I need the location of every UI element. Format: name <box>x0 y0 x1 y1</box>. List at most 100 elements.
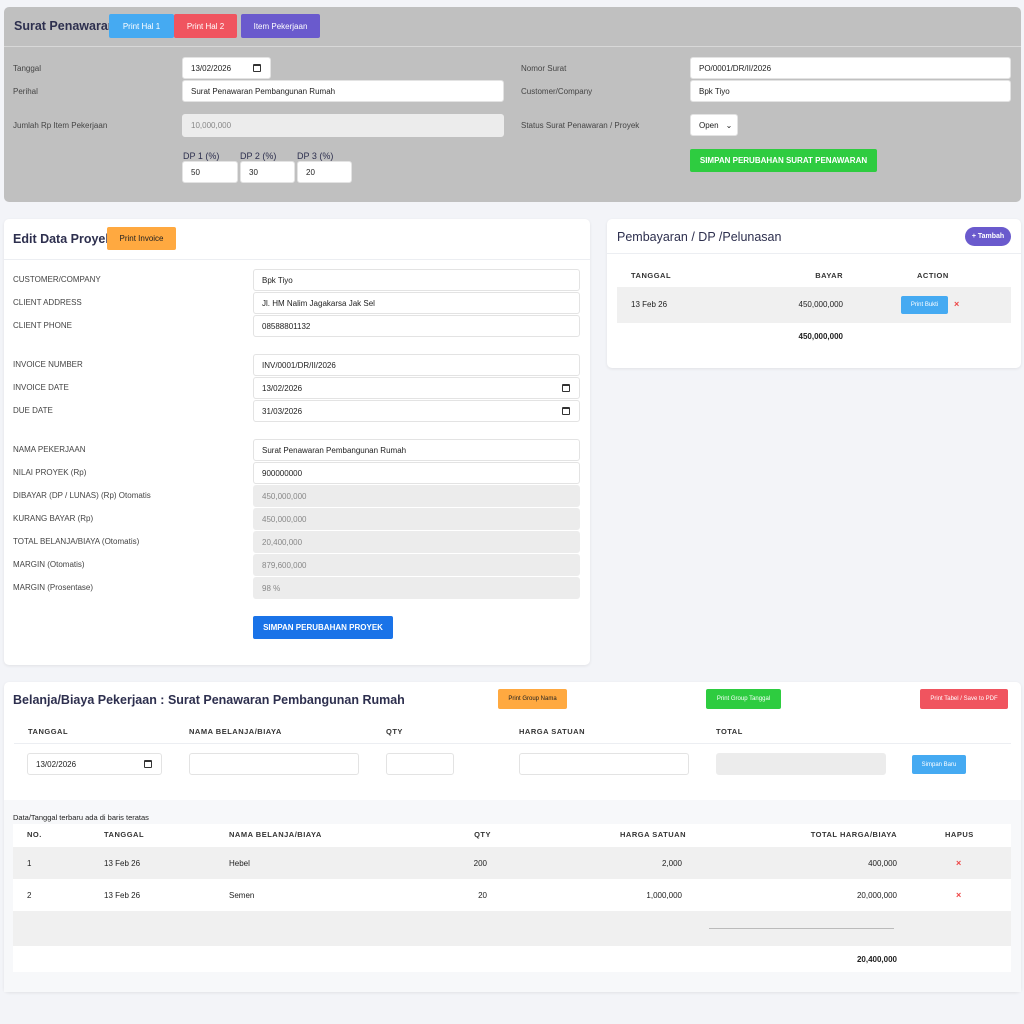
field-label: DIBAYAR (DP / LUNAS) (Rp) Otomatis <box>13 491 151 500</box>
expense-note: Data/Tanggal terbaru ada di baris terata… <box>13 813 149 822</box>
field-label: KURANG BAYAR (Rp) <box>13 514 94 523</box>
field-input[interactable]: INV/0001/DR/II/2026 <box>253 354 580 376</box>
item-pekerjaan-button[interactable]: Item Pekerjaan <box>241 14 320 38</box>
form-col-harga: HARGA SATUAN <box>519 727 585 736</box>
field-input[interactable]: Bpk Tiyo <box>253 269 580 291</box>
dp1-label: DP 1 (%) <box>183 151 220 161</box>
row-harga: 2,000 <box>661 859 682 868</box>
payment-title: Pembayaran / DP /Pelunasan <box>617 230 782 244</box>
status-value: Open <box>699 120 719 130</box>
nomor-input[interactable]: PO/0001/DR/II/2026 <box>690 57 1011 79</box>
field-value: 450,000,000 <box>262 514 307 524</box>
field-value: INV/0001/DR/II/2026 <box>262 360 336 370</box>
form-date-input[interactable]: 13/02/2026 <box>27 753 162 775</box>
field-value: 13/02/2026 <box>262 383 303 393</box>
field-label: TOTAL BELANJA/BIAYA (Otomatis) <box>13 537 140 546</box>
tanggal-input[interactable]: 13/02/2026 <box>182 57 271 79</box>
col-tanggal: TANGGAL <box>104 830 145 839</box>
calendar-icon[interactable] <box>144 760 152 768</box>
print-hal-2-button[interactable]: Print Hal 2 <box>174 14 237 38</box>
form-nama-input[interactable] <box>189 753 359 775</box>
customer-input[interactable]: Bpk Tiyo <box>690 80 1011 102</box>
dp3-input[interactable]: 20 <box>297 161 352 183</box>
col-no: NO. <box>27 830 42 839</box>
status-select[interactable]: Open ⌄ <box>690 114 738 136</box>
row-no: 2 <box>27 891 32 900</box>
col-hapus: HAPUS <box>945 830 974 839</box>
form-col-total: TOTAL <box>716 727 743 736</box>
field-label: MARGIN (Prosentase) <box>13 583 94 592</box>
table-row: 1 13 Feb 26 Hebel 200 2,000 400,000 × <box>13 847 1011 879</box>
tanggal-label: Tanggal <box>13 64 42 73</box>
offer-panel: Surat Penawaran Print Hal 1 Print Hal 2 … <box>4 7 1021 202</box>
row-qty: 20 <box>478 891 487 900</box>
field-label: INVOICE DATE <box>13 383 69 392</box>
form-harga-input[interactable] <box>519 753 689 775</box>
row-total: 20,000,000 <box>856 891 897 900</box>
customer-label: Customer/Company <box>521 87 593 96</box>
form-col-qty: QTY <box>386 727 403 736</box>
calendar-icon[interactable] <box>253 64 261 72</box>
field-input: 98 % <box>253 577 580 599</box>
row-no: 1 <box>27 859 32 868</box>
table-row: 2 13 Feb 26 Semen 20 1,000,000 20,000,00… <box>13 879 1011 911</box>
field-input: 450,000,000 <box>253 485 580 507</box>
row-total: 400,000 <box>868 859 897 868</box>
field-value: 879,600,000 <box>262 560 307 570</box>
simpan-baru-button[interactable]: Simpan Baru <box>912 755 966 774</box>
field-input[interactable]: 13/02/2026 <box>253 377 580 399</box>
field-value: Jl. HM Nalim Jagakarsa Jak Sel <box>262 298 375 308</box>
dp3-label: DP 3 (%) <box>297 151 334 161</box>
field-value: Bpk Tiyo <box>262 275 293 285</box>
expense-table: NO. TANGGAL NAMA BELANJA/BIAYA QTY HARGA… <box>13 824 1011 972</box>
project-title: Edit Data Proyek <box>13 232 113 246</box>
form-qty-input[interactable] <box>386 753 454 775</box>
print-hal-1-button[interactable]: Print Hal 1 <box>109 14 174 38</box>
delete-icon[interactable]: × <box>956 858 962 868</box>
dp1-input[interactable]: 50 <box>182 161 238 183</box>
field-value: 450,000,000 <box>262 491 307 501</box>
payment-amount: 450,000,000 <box>798 300 844 309</box>
print-group-nama-button[interactable]: Print Group Nama <box>498 689 567 709</box>
row-tanggal: 13 Feb 26 <box>104 891 141 900</box>
row-nama: Semen <box>229 891 255 900</box>
col-tanggal: TANGGAL <box>631 271 672 280</box>
payment-card: Pembayaran / DP /Pelunasan + Tambah TANG… <box>607 219 1021 368</box>
delete-icon[interactable]: × <box>956 890 962 900</box>
col-qty: QTY <box>474 830 491 839</box>
field-input[interactable]: 31/03/2026 <box>253 400 580 422</box>
row-qty: 200 <box>473 859 487 868</box>
field-label: CLIENT ADDRESS <box>13 298 82 307</box>
expense-card: Belanja/Biaya Pekerjaan : Surat Penawara… <box>4 682 1021 992</box>
col-action: ACTION <box>917 271 949 280</box>
perihal-input[interactable]: Surat Penawaran Pembangunan Rumah <box>182 80 504 102</box>
chevron-down-icon: ⌄ <box>725 120 733 130</box>
field-input[interactable]: Jl. HM Nalim Jagakarsa Jak Sel <box>253 292 580 314</box>
form-col-tanggal: TANGGAL <box>28 727 69 736</box>
col-total: TOTAL HARGA/BIAYA <box>810 830 897 839</box>
print-bukti-button[interactable]: Print Bukti <box>901 296 948 314</box>
print-tabel-button[interactable]: Print Tabel / Save to PDF <box>920 689 1008 709</box>
field-input[interactable]: 08588801132 <box>253 315 580 337</box>
row-nama: Hebel <box>229 859 250 868</box>
form-col-nama: NAMA BELANJA/BIAYA <box>189 727 282 736</box>
project-card: Edit Data Proyek Print Invoice CUSTOMER/… <box>4 219 590 665</box>
field-label: DUE DATE <box>13 406 53 415</box>
calendar-icon[interactable] <box>562 384 570 392</box>
print-group-tanggal-button[interactable]: Print Group Tanggal <box>706 689 781 709</box>
payment-row: 13 Feb 26 450,000,000 Print Bukti × <box>617 287 1011 323</box>
print-invoice-button[interactable]: Print Invoice <box>107 227 176 250</box>
row-harga: 1,000,000 <box>646 891 682 900</box>
field-label: NILAI PROYEK (Rp) <box>13 468 87 477</box>
payment-total: 450,000,000 <box>798 332 844 341</box>
delete-icon[interactable]: × <box>954 299 960 309</box>
dp2-input[interactable]: 30 <box>240 161 295 183</box>
field-input[interactable]: 900000000 <box>253 462 580 484</box>
save-offer-button[interactable]: SIMPAN PERUBAHAN SURAT PENAWARAN <box>690 149 877 172</box>
field-value: 20,400,000 <box>262 537 303 547</box>
field-input[interactable]: Surat Penawaran Pembangunan Rumah <box>253 439 580 461</box>
jumlah-input: 10,000,000 <box>182 114 504 137</box>
save-project-button[interactable]: SIMPAN PERUBAHAN PROYEK <box>253 616 393 639</box>
add-payment-button[interactable]: + Tambah <box>965 227 1011 246</box>
calendar-icon[interactable] <box>562 407 570 415</box>
